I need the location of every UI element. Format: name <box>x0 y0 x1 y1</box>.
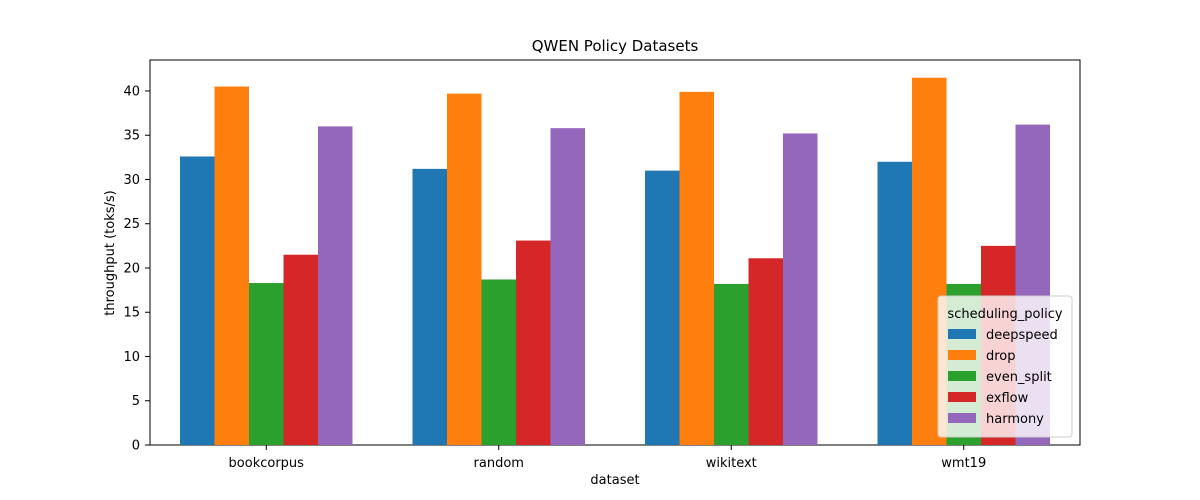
bar-even_split-random <box>481 279 516 445</box>
y-tick-label: 40 <box>123 84 140 99</box>
x-tick-label: bookcorpus <box>229 456 305 471</box>
x-axis-label: dataset <box>590 473 639 488</box>
y-tick-label: 20 <box>123 261 140 276</box>
bar-deepspeed-wmt19 <box>877 161 912 445</box>
bar-exflow-wikitext <box>748 258 783 445</box>
x-tick-label: random <box>474 456 524 471</box>
y-tick-label: 10 <box>123 350 140 365</box>
y-axis: 0 5 10 15 20 25 30 35 40 <box>123 84 150 454</box>
bar-exflow-random <box>516 240 551 445</box>
bar-deepspeed-random <box>412 168 447 446</box>
bar-harmony-wikitext <box>783 133 818 445</box>
x-axis: bookcorpus random wikitext wmt19 <box>229 445 986 471</box>
y-tick-label: 30 <box>123 173 140 188</box>
bar-even_split-bookcorpus <box>249 283 284 445</box>
legend-label-harmony: harmony <box>986 412 1044 427</box>
plot-area <box>149 59 1081 446</box>
bar-drop-bookcorpus <box>214 86 249 446</box>
x-tick-label: wmt19 <box>941 456 986 471</box>
legend-label-deepspeed: deepspeed <box>986 328 1058 343</box>
legend-label-exflow: exflow <box>986 391 1029 406</box>
chart-title: QWEN Policy Datasets <box>532 37 699 55</box>
y-tick-label: 35 <box>123 129 140 144</box>
legend-label-even_split: even_split <box>986 370 1052 385</box>
bar-deepspeed-wikitext <box>645 170 680 445</box>
bar-harmony-bookcorpus <box>318 126 353 445</box>
y-axis-label: throughput (toks/s) <box>103 190 118 315</box>
legend-swatch-even_split <box>948 371 976 381</box>
legend-swatch-exflow <box>948 392 976 402</box>
y-tick-label: 0 <box>132 439 140 454</box>
bar-even_split-wikitext <box>714 283 749 445</box>
legend: scheduling_policy deepspeed drop even_split… <box>937 295 1073 438</box>
legend-swatch-harmony <box>948 413 976 423</box>
bars <box>180 77 1050 446</box>
bar-deepspeed-bookcorpus <box>180 156 215 445</box>
y-tick-label: 15 <box>123 306 140 321</box>
bar-drop-random <box>447 93 482 445</box>
legend-label-drop: drop <box>986 349 1016 364</box>
bar-exflow-bookcorpus <box>283 254 318 445</box>
legend-title: scheduling_policy <box>947 307 1062 322</box>
y-tick-label: 5 <box>132 394 140 409</box>
bar-drop-wikitext <box>679 91 714 446</box>
legend-swatch-deepspeed <box>948 329 976 339</box>
x-tick-label: wikitext <box>706 456 757 471</box>
plot-frame <box>149 59 1081 446</box>
bar-harmony-random <box>550 128 585 445</box>
y-tick-label: 25 <box>123 217 140 232</box>
legend-swatch-drop <box>948 350 976 360</box>
